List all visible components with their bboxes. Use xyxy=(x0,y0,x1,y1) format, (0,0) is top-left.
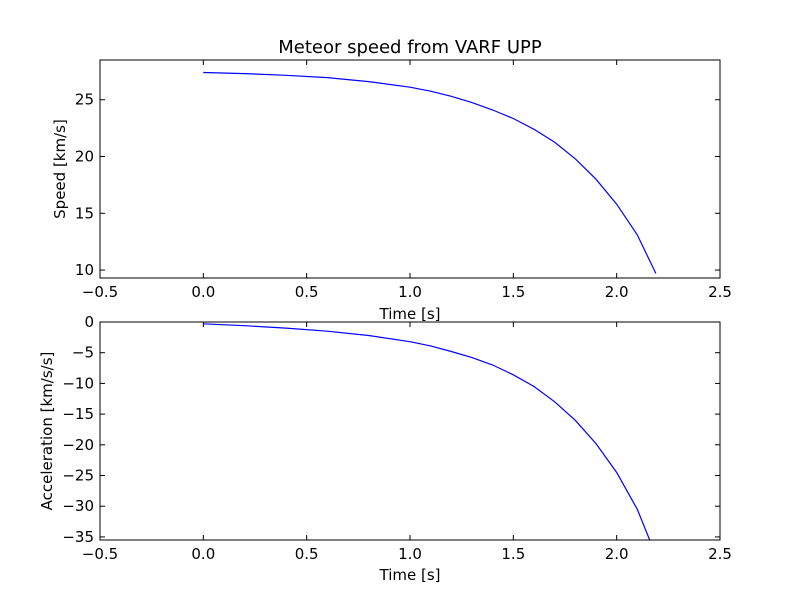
speed-x-tick-label: 0.0 xyxy=(191,283,215,301)
speed-x-tick-label: 1.0 xyxy=(398,283,422,301)
accel-y-tick-label: −30 xyxy=(62,497,94,515)
accel-y-axis-label: Acceleration [km/s/s] xyxy=(38,352,56,511)
accel-y-tick-label: −10 xyxy=(62,374,94,392)
speed-plot: −0.5 0.0 0.5 1.0 1.5 2.0 2.5 10 15 20 25 Time [s] Sp… xyxy=(51,59,732,323)
accel-x-tick-label: 1.0 xyxy=(398,545,422,563)
chart-title: Meteor speed from VARF UPP xyxy=(278,37,542,58)
accel-axes-frame xyxy=(99,321,721,541)
speed-x-tick-label: 2.5 xyxy=(708,283,732,301)
accel-x-tick-label: 2.0 xyxy=(605,545,629,563)
speed-x-tick-label: 1.5 xyxy=(501,283,525,301)
speed-series-line xyxy=(203,71,657,274)
accel-x-tick-label: 0.0 xyxy=(191,545,215,563)
accel-y-tick-label: −20 xyxy=(62,436,94,454)
speed-x-tick-label: 2.0 xyxy=(605,283,629,301)
speed-y-tick-label: 10 xyxy=(75,261,94,279)
speed-x-axis-label: Time [s] xyxy=(379,305,441,323)
speed-y-tick-label: 20 xyxy=(75,148,94,166)
accel-y-tick-label: −15 xyxy=(62,405,94,423)
accel-x-tick-label: 2.5 xyxy=(708,545,732,563)
accel-x-tick-label: 1.5 xyxy=(501,545,525,563)
accel-x-tick-label: 0.5 xyxy=(295,545,319,563)
accel-x-tick-label: −0.5 xyxy=(82,545,118,563)
speed-axes-frame xyxy=(99,59,721,279)
speed-x-tick-label: 0.5 xyxy=(295,283,319,301)
accel-x-axis-label: Time [s] xyxy=(379,566,441,584)
speed-y-tick-label: 15 xyxy=(75,204,94,222)
speed-y-tick-label: 25 xyxy=(75,91,94,109)
accel-y-tick-label: −25 xyxy=(62,467,94,485)
speed-y-axis-label: Speed [km/s] xyxy=(51,119,69,219)
accel-y-tick-label: −35 xyxy=(62,528,94,546)
accel-series-line xyxy=(203,323,651,541)
acceleration-plot: −0.5 0.0 0.5 1.0 1.5 2.0 2.5 0 −5 −10 −15 −20 −25 −30… xyxy=(38,313,732,584)
speed-x-tick-label: −0.5 xyxy=(82,283,118,301)
accel-y-tick-label: 0 xyxy=(84,313,94,331)
accel-y-tick-label: −5 xyxy=(72,344,94,362)
